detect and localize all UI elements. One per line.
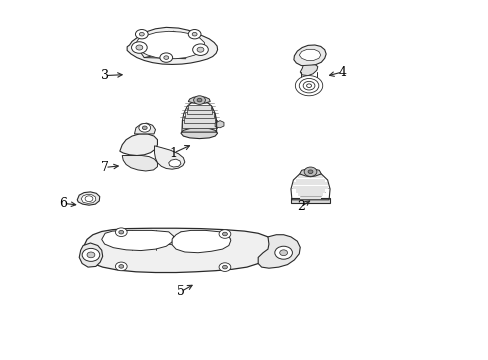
Circle shape: [131, 42, 147, 53]
Polygon shape: [81, 194, 96, 203]
Polygon shape: [188, 96, 210, 104]
Polygon shape: [134, 123, 155, 134]
Text: 6: 6: [60, 197, 67, 210]
Circle shape: [192, 44, 208, 55]
Circle shape: [163, 56, 168, 59]
Circle shape: [160, 53, 172, 62]
Circle shape: [304, 167, 316, 176]
Polygon shape: [83, 228, 273, 273]
Polygon shape: [122, 156, 157, 171]
Circle shape: [306, 84, 311, 87]
Polygon shape: [120, 134, 157, 156]
Circle shape: [142, 126, 147, 130]
Text: 5: 5: [177, 285, 184, 298]
Polygon shape: [185, 112, 213, 118]
Circle shape: [139, 123, 150, 132]
Circle shape: [219, 230, 230, 238]
Polygon shape: [293, 45, 325, 66]
Polygon shape: [154, 146, 184, 169]
Polygon shape: [77, 192, 100, 205]
Polygon shape: [300, 171, 320, 175]
Text: 2: 2: [296, 201, 304, 213]
Circle shape: [197, 98, 202, 102]
Circle shape: [139, 32, 144, 36]
Circle shape: [222, 265, 227, 269]
Circle shape: [115, 228, 127, 237]
Circle shape: [279, 250, 287, 256]
Circle shape: [136, 45, 142, 50]
Circle shape: [219, 263, 230, 271]
Circle shape: [307, 170, 312, 174]
Polygon shape: [258, 235, 300, 268]
Text: 1: 1: [169, 147, 177, 159]
Polygon shape: [298, 193, 322, 196]
Circle shape: [85, 196, 93, 202]
Polygon shape: [290, 198, 329, 203]
Polygon shape: [168, 159, 181, 167]
Circle shape: [119, 230, 123, 234]
Polygon shape: [300, 65, 317, 76]
Circle shape: [222, 232, 227, 236]
Polygon shape: [295, 189, 325, 193]
Circle shape: [119, 265, 123, 268]
Polygon shape: [127, 27, 217, 64]
Circle shape: [87, 252, 95, 258]
Text: 7: 7: [101, 161, 109, 174]
Polygon shape: [215, 121, 224, 128]
Circle shape: [193, 96, 205, 104]
Polygon shape: [79, 243, 102, 267]
Text: 4: 4: [338, 66, 346, 78]
Polygon shape: [136, 31, 204, 59]
Circle shape: [274, 246, 292, 259]
Circle shape: [303, 81, 314, 90]
Polygon shape: [172, 230, 230, 253]
Polygon shape: [298, 175, 322, 178]
Polygon shape: [188, 105, 210, 110]
Circle shape: [197, 47, 203, 52]
Circle shape: [82, 248, 100, 261]
Circle shape: [135, 30, 148, 39]
Polygon shape: [182, 120, 217, 128]
Polygon shape: [300, 197, 320, 200]
Polygon shape: [292, 182, 327, 185]
Polygon shape: [299, 49, 320, 60]
Circle shape: [192, 32, 197, 36]
Circle shape: [299, 78, 318, 93]
Polygon shape: [102, 230, 173, 251]
Polygon shape: [181, 128, 217, 139]
Text: 3: 3: [101, 69, 109, 82]
Polygon shape: [292, 186, 327, 189]
Polygon shape: [295, 179, 325, 182]
Polygon shape: [186, 108, 212, 114]
Circle shape: [188, 30, 201, 39]
Polygon shape: [299, 168, 321, 177]
Circle shape: [295, 76, 322, 96]
Circle shape: [115, 262, 127, 271]
Polygon shape: [183, 116, 215, 123]
